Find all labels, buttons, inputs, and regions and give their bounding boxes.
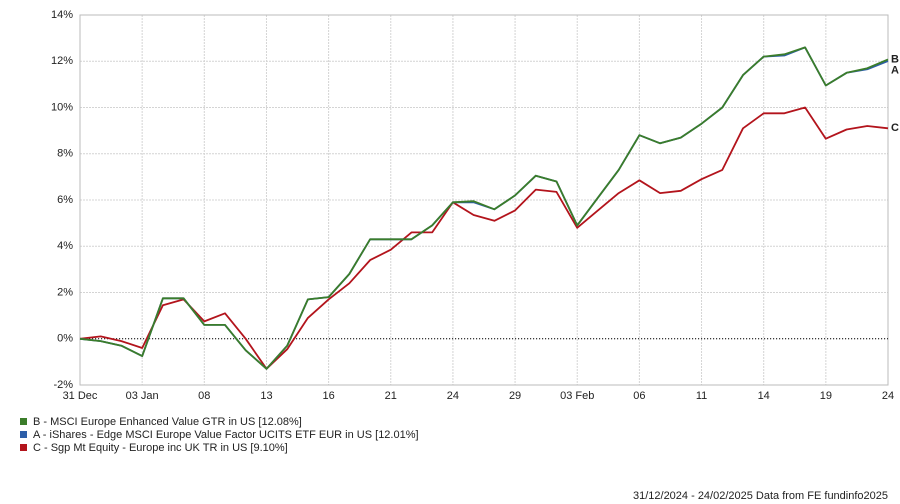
footer: 31/12/2024 - 24/02/2025 Data from FE fun… xyxy=(633,490,888,502)
x-tick-label: 06 xyxy=(633,390,645,402)
y-tick-label: 6% xyxy=(57,194,73,206)
series-end-tag: C xyxy=(891,122,899,134)
x-tick-label: 24 xyxy=(447,390,459,402)
x-tick-label: 31 Dec xyxy=(63,390,98,402)
series-line xyxy=(79,106,889,370)
x-tick-label: 21 xyxy=(385,390,397,402)
x-tick-label: 13 xyxy=(260,390,272,402)
x-tick-label: 29 xyxy=(509,390,521,402)
x-tick-label: 16 xyxy=(322,390,334,402)
legend-swatch xyxy=(20,431,27,438)
legend-label: A - iShares - Edge MSCI Europe Value Fac… xyxy=(33,429,419,441)
x-tick-label: 03 Jan xyxy=(126,390,159,402)
y-tick-label: 8% xyxy=(57,148,73,160)
series-end-tag: A xyxy=(891,64,899,76)
legend-label: B - MSCI Europe Enhanced Value GTR in US… xyxy=(33,416,302,428)
x-tick-label: 19 xyxy=(820,390,832,402)
x-tick-label: 24 xyxy=(882,390,894,402)
series-line xyxy=(79,46,889,370)
series-end-tag: B xyxy=(891,53,899,65)
legend-label: C - Sgp Mt Equity - Europe inc UK TR in … xyxy=(33,442,288,454)
x-tick-label: 08 xyxy=(198,390,210,402)
legend-swatch xyxy=(20,444,27,451)
y-tick-label: 10% xyxy=(51,101,73,113)
x-tick-label: 03 Feb xyxy=(560,390,594,402)
y-tick-label: 14% xyxy=(51,9,73,21)
y-tick-label: 2% xyxy=(57,286,73,298)
x-tick-label: 11 xyxy=(696,390,707,402)
y-tick-label: 4% xyxy=(57,240,73,252)
y-tick-label: 12% xyxy=(51,55,73,67)
plot-frame xyxy=(79,14,889,386)
y-tick-label: 0% xyxy=(57,333,73,345)
y-tick-label: -2% xyxy=(53,379,73,391)
legend-swatch xyxy=(20,418,27,425)
x-tick-label: 14 xyxy=(758,390,770,402)
